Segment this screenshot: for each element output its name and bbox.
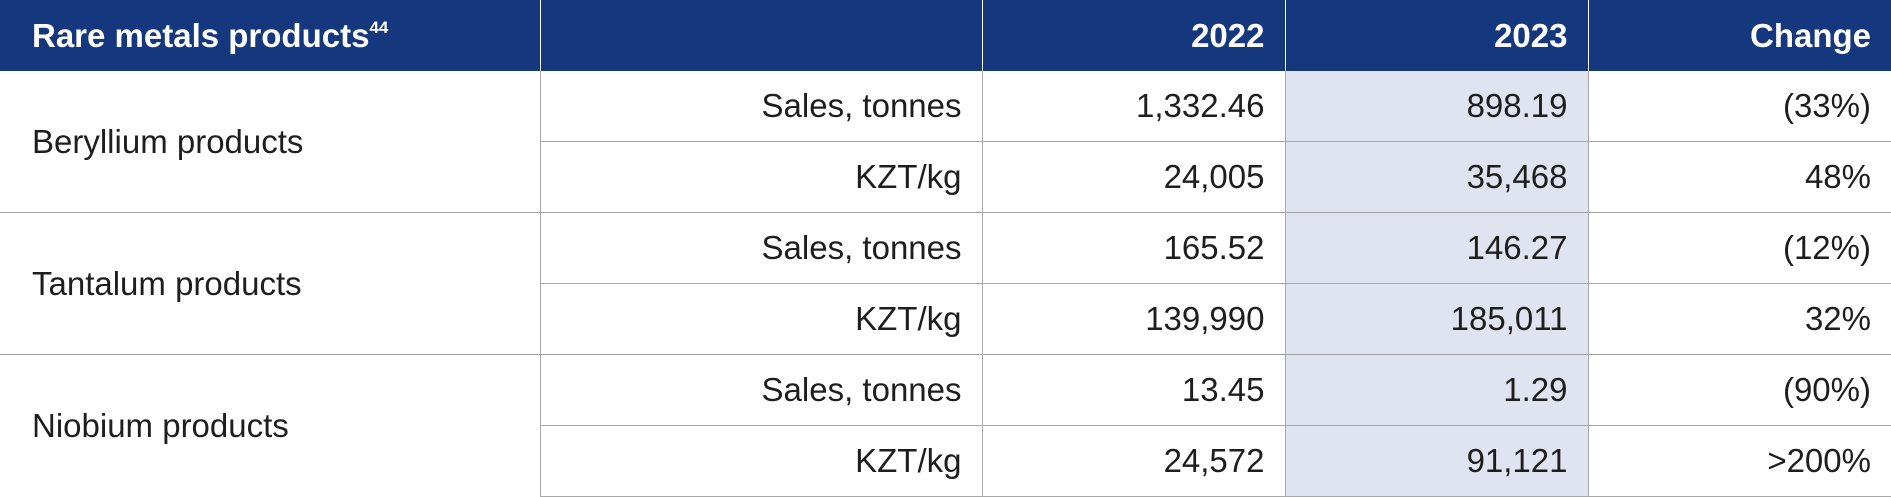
metric-label: KZT/kg <box>540 141 983 213</box>
value-change: (90%) <box>1588 354 1891 426</box>
value-change: 32% <box>1588 283 1891 355</box>
metric-label: KZT/kg <box>540 283 983 355</box>
metric-label: Sales, tonnes <box>540 212 983 284</box>
value-change: 48% <box>1588 141 1891 213</box>
value-2022: 1,332.46 <box>982 71 1286 142</box>
value-2023: 91,121 <box>1285 425 1589 497</box>
header-title-text: Rare metals products <box>32 16 370 54</box>
footnote-ref: 44 <box>369 17 389 37</box>
table-row: Niobium products Sales, tonnes 13.45 1.2… <box>0 354 1891 497</box>
product-name: Beryllium products <box>0 71 541 213</box>
table-row: KZT/kg 24,005 35,468 48% <box>0 141 1891 213</box>
value-2022: 24,572 <box>982 425 1286 497</box>
header-year-2023: 2023 <box>1285 0 1589 71</box>
metric-label: Sales, tonnes <box>540 71 983 142</box>
value-2022: 139,990 <box>982 283 1286 355</box>
value-change: (33%) <box>1782 87 1871 124</box>
header-row: Rare metals products44 2022 2023 Change <box>0 0 1891 71</box>
table-row: Tantalum products Sales, tonnes 165.52 1… <box>0 212 1891 355</box>
metric-label: Sales, tonnes <box>540 354 983 426</box>
table-row: KZT/kg 24,572 91,121 >200% <box>0 425 1891 497</box>
header-change: Change <box>1588 0 1891 71</box>
value-change: >200% <box>1588 425 1891 497</box>
header-title: Rare metals products44 <box>0 0 541 71</box>
value-2022: 13.45 <box>982 354 1286 426</box>
value-2023: 185,011 <box>1285 283 1589 355</box>
value-2022: 24,005 <box>982 141 1286 213</box>
table-row: KZT/kg 139,990 185,011 32% <box>0 283 1891 355</box>
value-2023: 898.19 <box>1285 71 1589 142</box>
table-row: Beryllium products Sales, tonnes 1,332.4… <box>0 71 1891 213</box>
product-name: Niobium products <box>0 354 541 497</box>
value-2023: 146.27 <box>1285 212 1589 284</box>
value-2023: 1.29 <box>1285 354 1589 426</box>
value-change: (12%) <box>1588 212 1891 284</box>
product-name: Tantalum products <box>0 212 541 355</box>
value-2022: 165.52 <box>982 212 1286 284</box>
value-2023: 35,468 <box>1285 141 1589 213</box>
header-year-2022: 2022 <box>982 0 1286 71</box>
metric-label: KZT/kg <box>540 425 983 497</box>
header-metric <box>540 0 983 71</box>
